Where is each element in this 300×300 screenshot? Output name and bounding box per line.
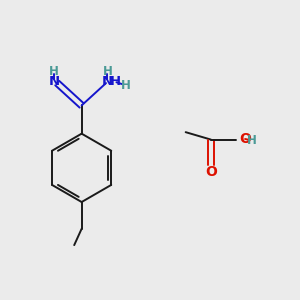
Text: H: H xyxy=(247,134,257,147)
Text: H: H xyxy=(120,79,130,92)
Text: H: H xyxy=(103,65,112,78)
Text: O: O xyxy=(239,132,251,146)
Text: N: N xyxy=(102,75,113,88)
Text: O: O xyxy=(205,165,217,179)
Text: H: H xyxy=(50,65,59,78)
Text: N: N xyxy=(49,75,60,88)
Text: H: H xyxy=(110,75,121,88)
